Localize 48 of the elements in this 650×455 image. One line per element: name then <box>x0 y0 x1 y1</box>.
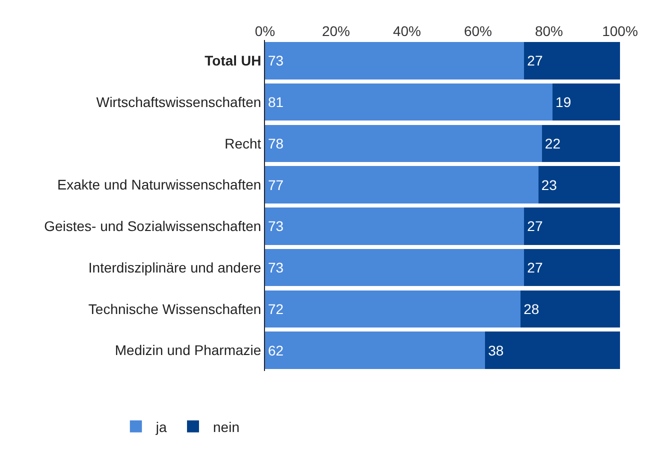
data-label: 62 <box>268 342 284 358</box>
y-tick-label: Exakte und Naturwissenschaften <box>57 176 262 193</box>
y-tick-label: Recht <box>224 135 262 152</box>
data-label: 72 <box>268 300 284 317</box>
data-label: 19 <box>556 94 572 110</box>
legend-label: nein <box>213 418 240 435</box>
data-label: 27 <box>527 260 543 276</box>
bar <box>520 290 620 328</box>
y-tick-label: Medizin und Pharmazie <box>114 342 262 358</box>
bar <box>524 208 620 245</box>
bar <box>538 166 620 204</box>
bar <box>265 83 553 121</box>
data-label: 28 <box>524 300 540 317</box>
x-tick-label: 60% <box>464 23 492 40</box>
y-tick-label: Interdisziplinäre und andere <box>88 259 262 276</box>
x-tick-label: 80% <box>534 23 564 40</box>
data-label: 23 <box>541 176 558 193</box>
x-tick-label: 100% <box>602 23 638 40</box>
data-label: 73 <box>268 260 284 276</box>
data-label: 38 <box>488 342 504 358</box>
bar <box>552 83 620 121</box>
data-label: 27 <box>527 52 543 69</box>
bar <box>265 42 524 80</box>
x-tick-label: 0% <box>254 23 276 40</box>
y-tick-label: Total UH <box>204 52 262 69</box>
data-label: 81 <box>268 94 284 110</box>
data-label: 77 <box>268 176 284 193</box>
data-label: 73 <box>268 218 284 234</box>
x-tick-label: 20% <box>322 23 350 40</box>
data-label: 73 <box>268 52 284 69</box>
y-tick-label: Technische Wissenschaften <box>88 300 262 317</box>
data-label: 27 <box>527 218 543 234</box>
x-tick-label: 40% <box>392 23 422 40</box>
bar <box>265 166 538 204</box>
bar <box>265 248 524 286</box>
bar <box>542 124 620 162</box>
bar <box>524 248 620 286</box>
bar <box>524 42 620 80</box>
data-label: 78 <box>268 135 284 152</box>
y-tick-label: Geistes- und Sozialwissenschaften <box>44 218 262 234</box>
bar <box>265 124 542 162</box>
bar <box>265 208 524 245</box>
legend-label: ja <box>154 418 168 435</box>
data-label: 22 <box>544 135 561 152</box>
y-tick-label: Wirtschaftswissenschaften <box>96 94 262 110</box>
bar <box>265 332 486 369</box>
bar <box>265 290 521 328</box>
bar <box>485 332 620 369</box>
